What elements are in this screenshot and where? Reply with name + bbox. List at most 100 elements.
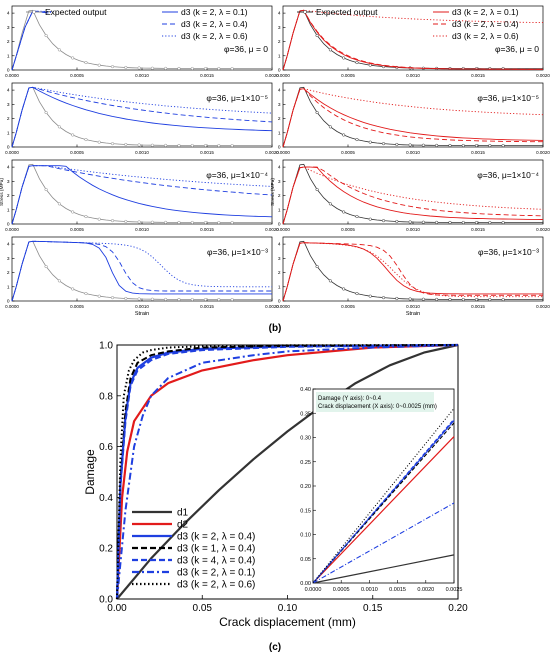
expected-output-marker bbox=[408, 220, 412, 224]
expected-output-marker bbox=[395, 219, 399, 224]
expected-output-marker bbox=[230, 144, 234, 148]
y-tick-label: 4 bbox=[7, 242, 10, 248]
plot-frame bbox=[11, 236, 273, 302]
inset-frame bbox=[312, 388, 455, 584]
y-tick-label: 3 bbox=[7, 179, 10, 185]
expected-output-marker bbox=[315, 187, 319, 192]
expected-output-marker bbox=[137, 220, 141, 224]
expected-output-marker bbox=[342, 210, 346, 214]
expected-output-marker bbox=[97, 140, 101, 144]
series-line-3 bbox=[11, 86, 273, 148]
expected-output-marker bbox=[110, 219, 115, 223]
legend-label: d3 (k = 2, λ = 0.4) bbox=[452, 19, 519, 29]
expected-output-marker bbox=[368, 63, 372, 67]
plot-frame bbox=[11, 159, 273, 225]
expected-output-marker bbox=[217, 298, 221, 302]
inset-series-6 bbox=[312, 502, 455, 584]
expected-output-marker bbox=[355, 61, 359, 65]
legend-label: d1 bbox=[177, 508, 189, 519]
legend-label: d3 (k = 2, λ = 0.1) bbox=[452, 7, 519, 17]
expected-output-marker bbox=[408, 297, 412, 301]
inset-x-tick-label: 0.0000 bbox=[305, 587, 322, 593]
chart-panel-b-right-2: 0.0000 0.0005 0.0010 0.0015 0.0020 0 1 2 3 4 φ=36,… bbox=[276, 82, 550, 155]
x-tick-label: 0.0015 bbox=[471, 73, 485, 78]
main-series-4 bbox=[116, 344, 459, 600]
inset-y-tick-label: 0.00 bbox=[300, 581, 311, 587]
expected-output-marker bbox=[395, 142, 399, 147]
chart-panel-b-left-1: 0.0000 0.0005 0.0010 0.0015 0.002001234φ=36,… bbox=[5, 5, 279, 78]
expected-output-marker bbox=[137, 143, 141, 147]
y-tick-label: 2 bbox=[7, 270, 10, 276]
legend-label: d3 (k = 2, λ = 0.1) bbox=[181, 7, 248, 17]
legend-label: d3 (k = 2, λ = 0.1) bbox=[177, 568, 255, 579]
x-tick-label: 0.0010 bbox=[135, 227, 149, 232]
y-tick-label: 1 bbox=[278, 53, 281, 59]
panel-subtitle: φ=36, μ=1×10⁻⁴ bbox=[477, 170, 539, 180]
x-tick-label: 0.0020 bbox=[536, 304, 550, 309]
x-tick-label: 0.0000 bbox=[5, 150, 19, 155]
expected-output-marker bbox=[368, 217, 372, 221]
expected-output-marker bbox=[150, 220, 154, 224]
y-tick-label: 0 bbox=[7, 145, 10, 151]
y-tick-label: 3 bbox=[278, 102, 281, 108]
expected-output-marker bbox=[217, 221, 221, 225]
expected-output-marker bbox=[342, 56, 346, 60]
expected-output-marker bbox=[461, 143, 465, 148]
chart-panel-b-left-4: 0.0000 0.0005 0.0010 0.0015 0.002001234φ=36,… bbox=[5, 236, 279, 317]
expected-output-marker bbox=[342, 133, 346, 137]
expected-output-marker bbox=[475, 297, 479, 302]
expected-output-marker bbox=[150, 297, 154, 301]
expected-output-marker bbox=[408, 143, 412, 147]
y-tick-label: 1 bbox=[7, 53, 10, 59]
inset-y-tick-label: 0.35 bbox=[300, 411, 311, 417]
expected-output-marker bbox=[110, 65, 115, 69]
expected-output-marker bbox=[488, 221, 492, 225]
legend-label: Expected output bbox=[316, 7, 378, 17]
inset-series-5 bbox=[312, 418, 455, 584]
series-line-1 bbox=[11, 165, 273, 225]
expected-output-marker bbox=[177, 143, 181, 148]
y-tick-label: 4 bbox=[7, 165, 10, 171]
chart-panel-b-left-3: 0.0000 0.0005 0.0010 0.0015 0.002001234φ=36,… bbox=[0, 159, 279, 232]
expected-output-marker bbox=[164, 66, 168, 70]
expected-output-marker bbox=[177, 297, 181, 302]
expected-output-marker bbox=[190, 66, 194, 71]
expected-output-marker bbox=[177, 220, 181, 225]
expected-output-marker bbox=[435, 220, 439, 224]
series-line-2 bbox=[282, 166, 544, 225]
y-tick-label: 0 bbox=[7, 68, 10, 74]
y-tick-label: 3 bbox=[7, 256, 10, 262]
y-tick-label: 0.0 bbox=[99, 595, 113, 606]
panel-subtitle: φ=36, μ=1×10⁻³ bbox=[478, 247, 539, 257]
x-tick-label: 0.0010 bbox=[135, 304, 149, 309]
x-tick-label: 0.0015 bbox=[200, 73, 214, 78]
inset-y-tick-label: 0.15 bbox=[300, 508, 311, 514]
expected-output-marker bbox=[84, 61, 88, 65]
y-tick-label: 2 bbox=[7, 193, 10, 199]
expected-output-marker bbox=[97, 63, 101, 67]
expected-output-marker bbox=[84, 138, 88, 142]
expected-output-marker bbox=[381, 296, 386, 300]
x-tick-label: 0.0010 bbox=[135, 73, 149, 78]
series-line-2 bbox=[282, 88, 543, 148]
panel-subtitle: φ=36, μ=1×10⁻³ bbox=[207, 247, 268, 257]
y-tick-label: 1 bbox=[278, 207, 281, 213]
expected-output-marker bbox=[435, 143, 439, 147]
expected-output-marker bbox=[57, 48, 61, 52]
x-tick-label: 0.0015 bbox=[471, 150, 485, 155]
x-tick-label: 0.0015 bbox=[200, 150, 214, 155]
x-tick-label: 0.0005 bbox=[341, 304, 355, 309]
y-tick-label: 3 bbox=[278, 25, 281, 31]
chart-panel-b-right-3: 0.0000 0.0005 0.0010 0.0015 0.0020 0 1 2 3 4 φ=36,… bbox=[270, 159, 550, 232]
panel-b-group: 0.0000 0.0005 0.0010 0.0015 0.0020 0 1 2 3 4 φ=36,… bbox=[0, 5, 550, 317]
x-tick-label: 0.0000 bbox=[276, 304, 290, 309]
caption-c: (c) bbox=[269, 642, 281, 653]
y-tick-label: 1 bbox=[7, 284, 10, 290]
expected-output-marker bbox=[71, 56, 75, 60]
legend-label: d3 (k = 1, λ = 0.4) bbox=[177, 544, 255, 555]
legend-label: d3 (k = 2, λ = 0.6) bbox=[181, 31, 248, 41]
caption-b: (b) bbox=[269, 323, 282, 334]
y-tick-label: 4 bbox=[7, 88, 10, 94]
expected-output-marker bbox=[435, 297, 439, 301]
inset-x-tick-label: 0.0025 bbox=[446, 587, 463, 593]
